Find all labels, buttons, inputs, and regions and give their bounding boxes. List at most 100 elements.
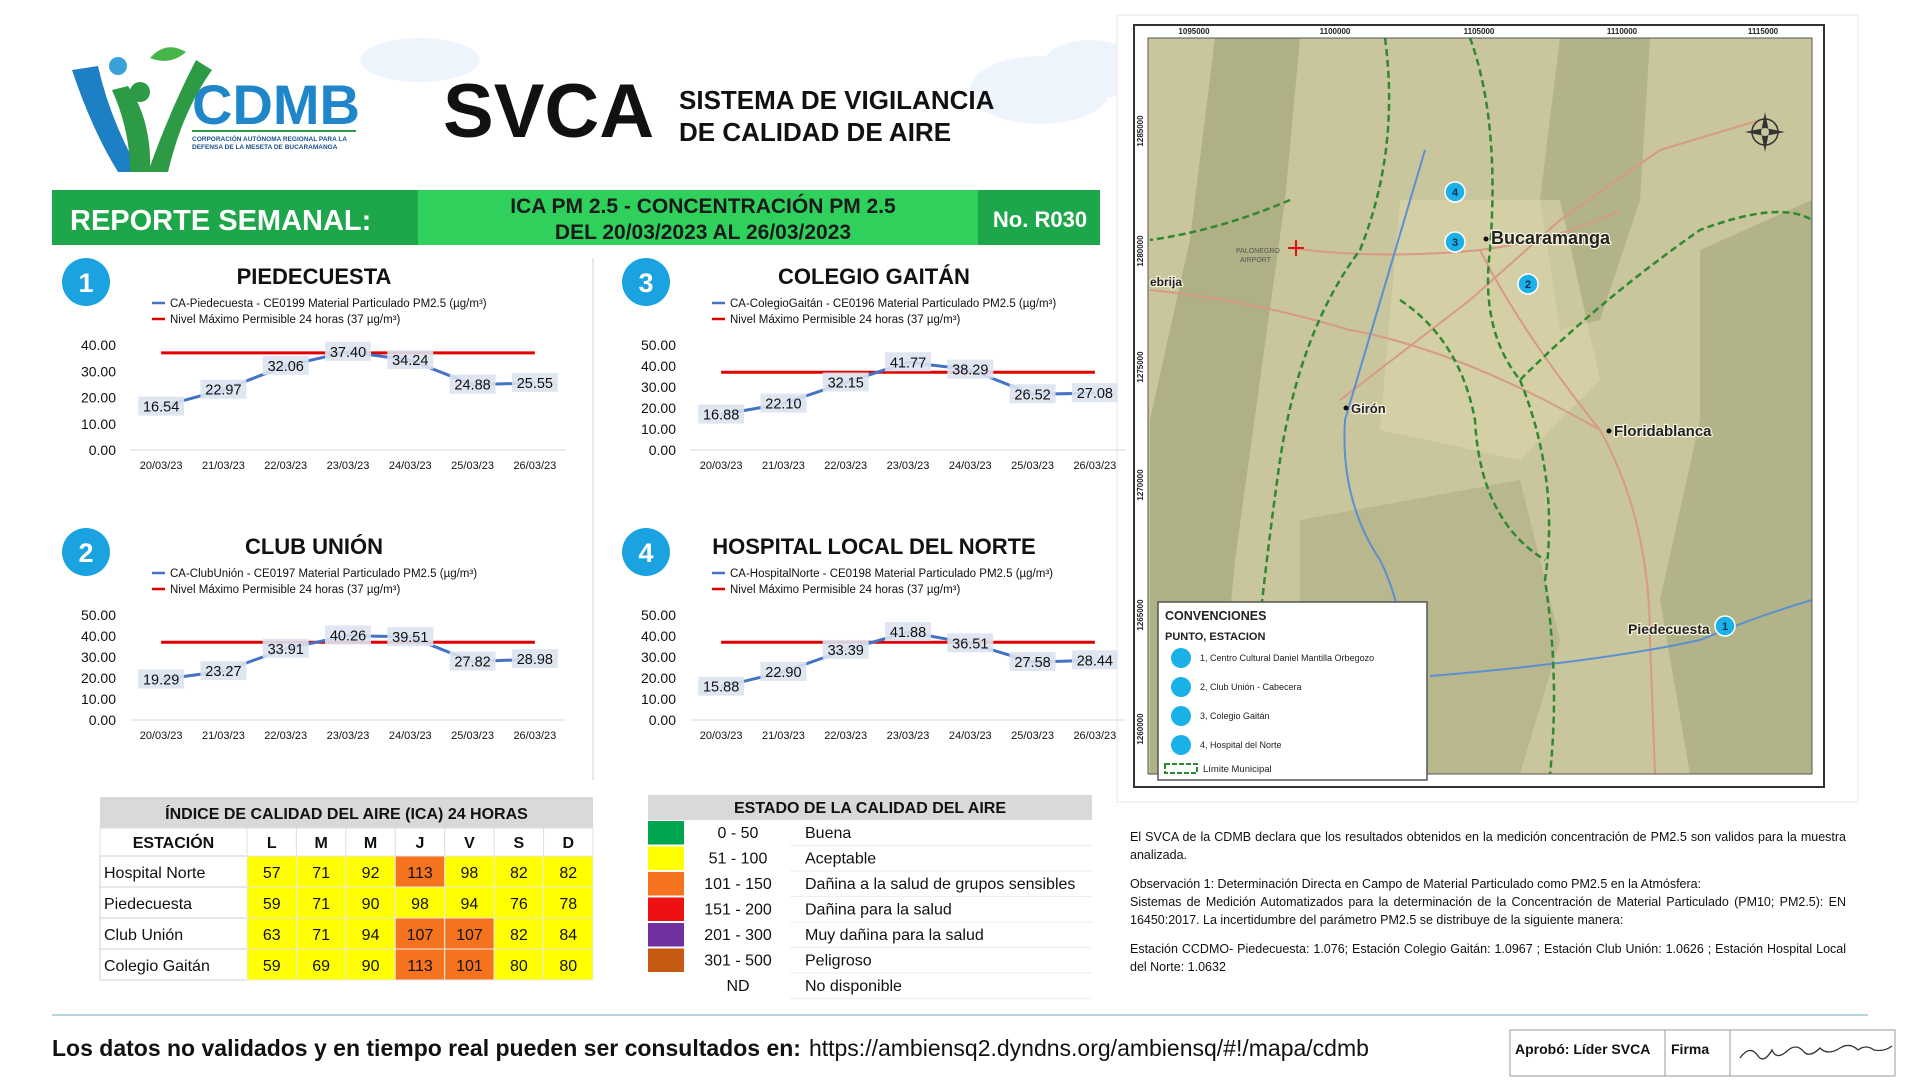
ica-value: 76	[510, 896, 528, 913]
data-label-bg	[1009, 384, 1056, 404]
ica-value: 71	[312, 865, 330, 882]
logo-drop	[109, 57, 127, 75]
status-range: 301 - 500	[704, 953, 772, 970]
y-tick-label: 0.00	[649, 442, 676, 458]
place-label: ebrija	[1150, 275, 1182, 289]
map-x-coordinate: 1095000	[1178, 27, 1210, 36]
ica-value: 80	[510, 958, 528, 975]
data-label-bg	[325, 625, 371, 645]
map-road	[1289, 209, 1621, 256]
y-tick-label: 30.00	[641, 379, 676, 395]
ica-value: 94	[461, 896, 479, 913]
station-cell	[99, 886, 248, 919]
note: El SVCA de la CDMB declara que los resul…	[1130, 830, 1846, 862]
data-label: 22.90	[765, 665, 801, 681]
cloud	[1040, 40, 1140, 100]
data-label: 22.97	[205, 383, 241, 399]
map-road	[1479, 249, 1601, 431]
y-tick-label: 50.00	[641, 607, 676, 623]
place-dot	[1483, 236, 1489, 242]
data-label-bg	[262, 638, 309, 658]
table-title: ÍNDICE DE CALIDAD DEL AIRE (ICA) 24 HORA…	[165, 804, 528, 823]
header-label: J	[416, 835, 425, 852]
map-legend-item: 1, Centro Cultural Daniel Mantilla Orbeg…	[1200, 653, 1374, 663]
data-label: 34.24	[392, 353, 428, 369]
ica-cell	[543, 886, 594, 919]
legend-station-marker	[1171, 735, 1191, 755]
x-tick-label: 23/03/23	[327, 460, 370, 472]
data-label-bg	[511, 649, 558, 669]
x-tick-label: 20/03/23	[140, 460, 183, 472]
y-tick-label: 40.00	[81, 628, 116, 644]
map-legend-item: 3, Colegio Gaitán	[1200, 711, 1270, 721]
x-tick-label: 24/03/23	[389, 730, 432, 742]
y-tick-label: 10.00	[641, 421, 676, 437]
map-x-coordinate: 1110000	[1607, 27, 1638, 36]
ica-value: 92	[362, 865, 380, 882]
table-title-bg	[648, 795, 1092, 820]
station-number: 2	[1525, 279, 1531, 291]
data-label-bg	[885, 622, 931, 642]
banner-label: REPORTE SEMANAL:	[70, 205, 371, 237]
status-label: Muy dañina para la salud	[805, 927, 984, 944]
ica-value: 78	[559, 896, 577, 913]
y-tick-label: 50.00	[641, 337, 676, 353]
ica-value: 84	[559, 927, 577, 944]
approved-by: Aprobó: Líder SVCA	[1515, 1041, 1650, 1057]
map-boundary	[1468, 37, 1813, 382]
ica-value: 82	[559, 865, 577, 882]
station-number: 4	[1452, 187, 1459, 199]
map-roads	[1149, 119, 1761, 775]
status-swatch	[648, 846, 684, 870]
data-label: 15.88	[703, 680, 739, 696]
signature	[1739, 1044, 1893, 1060]
logo-subtitle: DEFENSA DE LA MESETA DE BUCARAMANGA	[192, 144, 338, 151]
data-label-bg	[822, 639, 869, 659]
map-legend-item: 2, Club Unión - Cabecera	[1200, 682, 1302, 692]
data-label: 27.82	[454, 655, 490, 671]
table-title: ESTADO DE LA CALIDAD DEL AIRE	[734, 800, 1006, 817]
status-range: 151 - 200	[704, 902, 772, 919]
ica-cell	[394, 917, 446, 950]
y-tick-label: 30.00	[81, 649, 116, 665]
banner-title: ICA PM 2.5 - CONCENTRACIÓN PM 2.5	[510, 194, 896, 218]
chart-badge	[622, 528, 670, 576]
header-cell	[444, 827, 495, 857]
header-label: M	[364, 835, 377, 852]
header-label: D	[563, 835, 575, 852]
logo-head	[130, 82, 150, 102]
header-label: L	[267, 835, 277, 852]
data-label: 36.51	[952, 636, 988, 652]
status-range: 0 - 50	[718, 825, 759, 842]
y-tick-label: 50.00	[81, 607, 116, 623]
ica-value: 82	[510, 865, 528, 882]
map-legend-item: 4, Hospital del Norte	[1200, 740, 1282, 750]
x-tick-label: 23/03/23	[327, 730, 370, 742]
status-swatch	[648, 923, 684, 947]
airport-label: PALONEGRO	[1236, 248, 1280, 255]
x-tick-label: 22/03/23	[264, 460, 307, 472]
ica-value: 71	[312, 896, 330, 913]
ica-cell	[394, 886, 446, 919]
data-label: 39.51	[392, 630, 428, 646]
data-label-bg	[325, 341, 371, 361]
banner-dates: DEL 20/03/2023 AL 26/03/2023	[555, 221, 851, 244]
data-label-bg	[449, 651, 496, 671]
y-tick-label: 10.00	[81, 416, 116, 432]
map-y-coordinate: 1275000	[1136, 351, 1145, 383]
ica-value: 71	[312, 927, 330, 944]
ica-cell	[493, 948, 545, 981]
ica-cell	[444, 855, 495, 888]
status-label: Dañina para la salud	[805, 902, 952, 919]
data-label-bg	[947, 359, 994, 379]
map-boundary	[1399, 298, 1546, 562]
ica-cell	[246, 917, 297, 950]
ica-cell	[246, 948, 297, 981]
chart-title: CLUB UNIÓN	[245, 534, 383, 559]
map-y-coordinate: 1285000	[1136, 115, 1145, 147]
ica-value: 69	[312, 958, 330, 975]
logo-shape	[72, 66, 140, 172]
data-label: 25.55	[517, 376, 553, 392]
data-label: 28.98	[517, 652, 553, 668]
